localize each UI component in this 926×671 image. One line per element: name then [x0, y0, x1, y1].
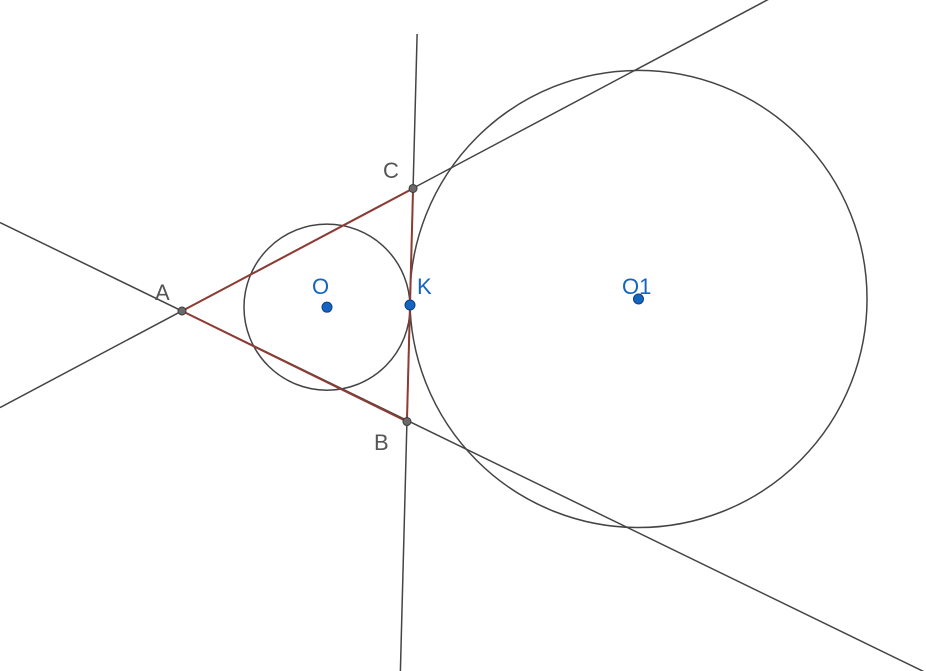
geometry-diagram: A B C K O O1	[0, 0, 926, 671]
segment-ac	[182, 188, 413, 311]
label-o: O	[312, 274, 329, 299]
line-ac-extended	[0, 0, 926, 408]
point-b	[403, 418, 411, 426]
point-o	[322, 302, 332, 312]
label-k: K	[417, 274, 432, 299]
label-b: B	[374, 430, 389, 455]
label-a: A	[155, 280, 170, 305]
segment-ab	[182, 311, 407, 422]
label-o1: O1	[622, 274, 651, 299]
point-k	[405, 300, 415, 310]
point-a	[178, 307, 186, 315]
point-c	[409, 184, 417, 192]
line-ab-extended	[0, 223, 926, 671]
label-c: C	[383, 158, 399, 183]
